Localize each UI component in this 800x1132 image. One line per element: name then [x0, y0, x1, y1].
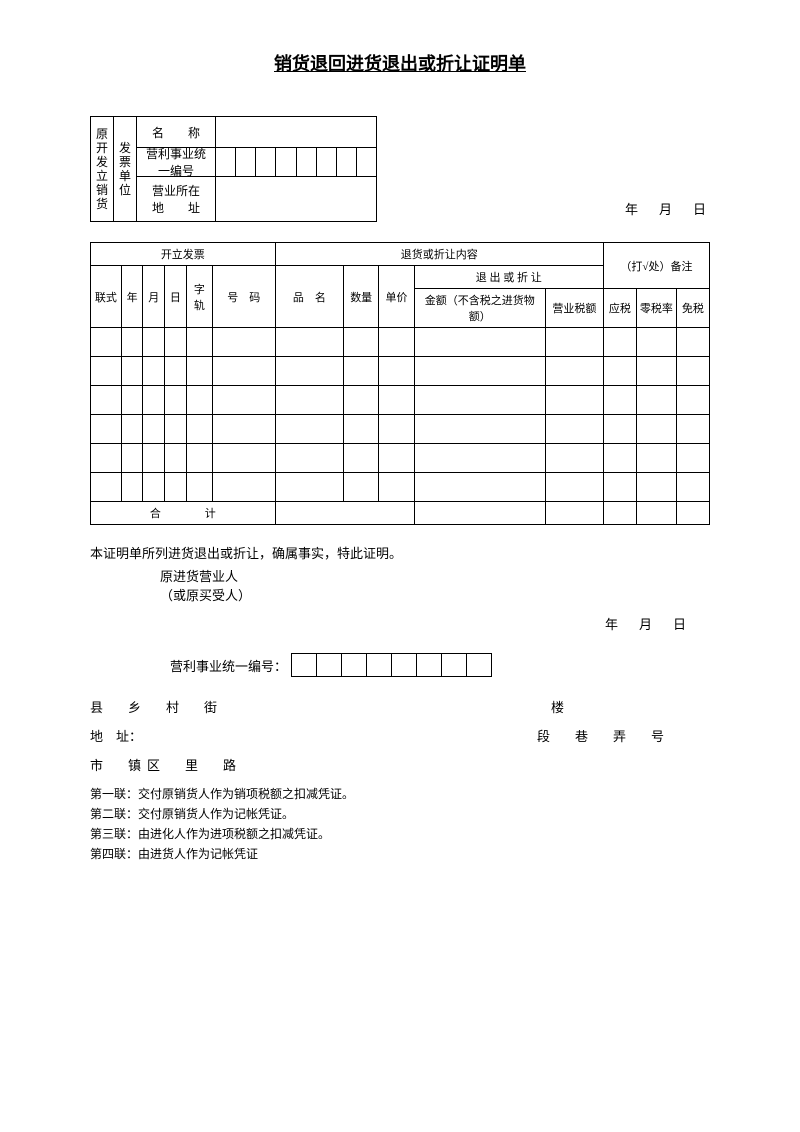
note-line: 第二联：交付原销货人作为记帐凭证。: [90, 804, 710, 824]
hdr-return: 退 出 或 折 让: [414, 266, 603, 289]
issuer-field-label: 营利事业统一编号: [137, 148, 216, 176]
hdr-price: 单价: [379, 266, 414, 328]
issuer-vert-label-1: 原开发立销货: [91, 117, 114, 221]
table-row: [91, 444, 710, 473]
addr-row2-left: 地 址：: [90, 726, 142, 745]
issue-date: 年 月 日: [625, 199, 710, 222]
total-label-1: 合 计: [91, 502, 276, 525]
addr-row1-right: 楼: [551, 697, 570, 716]
orig-buyer-2: （或原买受人）: [160, 585, 710, 604]
hdr-day: 日: [165, 266, 187, 328]
hdr-year: 年: [121, 266, 143, 328]
hdr-format: 联式: [91, 266, 122, 328]
table-row: [91, 415, 710, 444]
hdr-track: 字轨: [186, 266, 212, 328]
addr-row2-right: 段 巷 弄 号: [537, 726, 670, 745]
orig-buyer-1: 原进货营业人: [160, 566, 710, 585]
notes-block: 第一联：交付原销货人作为销项税额之扣减凭证。第二联：交付原销货人作为记帐凭证。第…: [90, 784, 710, 864]
issuer-field-label: 营业所在 地 址: [137, 177, 216, 221]
hdr-tax-free: 免税: [676, 289, 709, 328]
addr-row1-left: 县 乡 村 街: [90, 697, 223, 716]
table-row: [91, 357, 710, 386]
hdr-number: 号 码: [212, 266, 275, 328]
note-line: 第一联：交付原销货人作为销项税额之扣减凭证。: [90, 784, 710, 804]
table-row: [91, 473, 710, 502]
cert-statement: 本证明单所列进货退出或折让，确属事实，特此证明。: [90, 543, 710, 562]
hdr-amount: 金额（不含税之进货物额）: [414, 289, 545, 328]
cert-date: 年 月 日: [90, 614, 690, 633]
hdr-remark: （打√处）备注: [603, 243, 709, 289]
hdr-item: 品 名: [275, 266, 343, 328]
unified-number-boxes: [291, 653, 492, 677]
issuer-field-label: 名 称: [137, 117, 216, 147]
unified-label: 营利事业统一编号：: [170, 656, 287, 675]
issuer-field-value: [216, 117, 376, 147]
issuer-vert-label-2: 发票单位: [114, 117, 137, 221]
hdr-tax: 营业税额: [545, 289, 603, 328]
hdr-month: 月: [143, 266, 165, 328]
issuer-box: 原开发立销货 发票单位 名 称营利事业统一编号营业所在 地 址: [90, 116, 377, 222]
note-line: 第三联：由进化人作为进项税额之扣减凭证。: [90, 824, 710, 844]
hdr-tax-zero: 零税率: [636, 289, 676, 328]
hdr-invoice: 开立发票: [91, 243, 276, 266]
main-table: 开立发票 退货或折让内容 （打√处）备注 联式 年 月 日 字轨 号 码 品 名…: [90, 242, 710, 525]
issuer-field-value: [216, 148, 376, 176]
note-line: 第四联：由进货人作为记帐凭证: [90, 844, 710, 864]
hdr-content: 退货或折让内容: [275, 243, 603, 266]
issuer-field-value: [216, 177, 376, 221]
table-row: [91, 328, 710, 357]
table-row: [91, 386, 710, 415]
hdr-qty: 数量: [344, 266, 379, 328]
hdr-tax-ying: 应税: [603, 289, 636, 328]
addr-row3-left: 市 镇区 里 路: [90, 755, 242, 774]
page-title: 销货退回进货退出或折让证明单: [90, 50, 710, 76]
